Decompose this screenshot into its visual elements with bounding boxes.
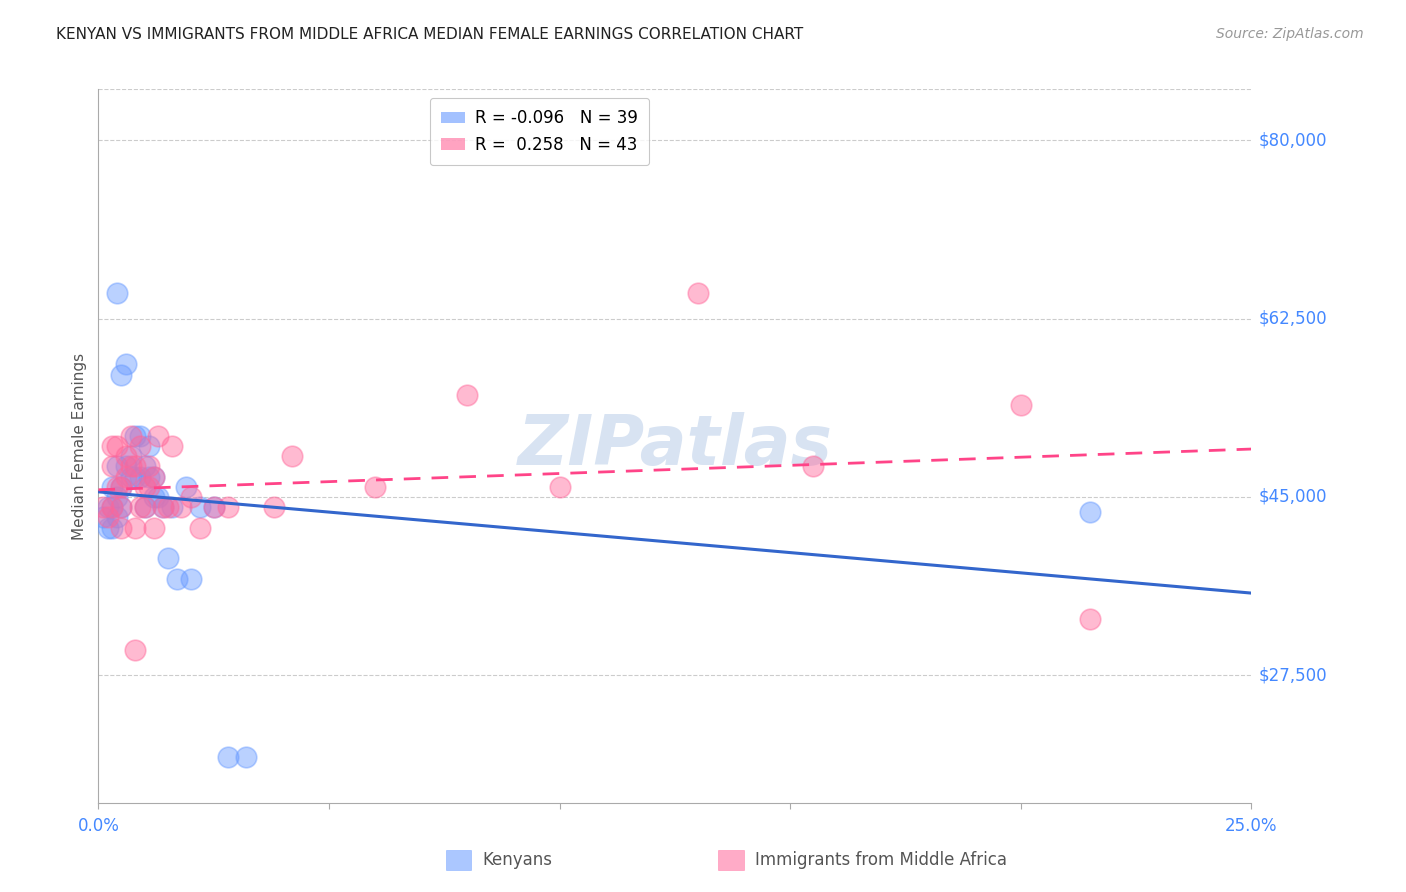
Point xyxy=(156,551,179,566)
Point xyxy=(142,469,165,483)
Point xyxy=(120,429,142,443)
Point xyxy=(281,449,304,463)
Point xyxy=(801,459,824,474)
Point xyxy=(1078,612,1101,626)
Text: $80,000: $80,000 xyxy=(1258,131,1327,149)
Text: $27,500: $27,500 xyxy=(1258,666,1327,684)
Point xyxy=(138,439,160,453)
Y-axis label: Median Female Earnings: Median Female Earnings xyxy=(72,352,87,540)
Text: Kenyans: Kenyans xyxy=(482,851,553,869)
Point xyxy=(91,510,114,524)
Point xyxy=(110,500,132,515)
Point xyxy=(138,480,160,494)
Point xyxy=(115,449,138,463)
Point xyxy=(101,459,124,474)
Point xyxy=(110,480,132,494)
Point xyxy=(120,449,142,463)
Point xyxy=(160,439,183,453)
Point xyxy=(166,572,188,586)
Point xyxy=(134,500,156,515)
Point xyxy=(148,429,170,443)
Point xyxy=(120,469,142,483)
Point xyxy=(142,469,165,483)
Point xyxy=(115,469,138,483)
Point xyxy=(156,500,179,515)
Text: $62,500: $62,500 xyxy=(1258,310,1327,327)
Point xyxy=(148,490,170,504)
Point xyxy=(456,388,478,402)
Point xyxy=(138,459,160,474)
Point xyxy=(160,500,183,515)
Point xyxy=(152,500,174,515)
Text: $45,000: $45,000 xyxy=(1258,488,1327,506)
Point xyxy=(97,500,120,515)
Point xyxy=(174,480,197,494)
Point xyxy=(188,500,211,515)
Point xyxy=(170,500,193,515)
Point xyxy=(134,500,156,515)
Point xyxy=(124,520,146,534)
Point xyxy=(115,459,138,474)
Point xyxy=(134,459,156,474)
Point xyxy=(124,469,146,483)
Point xyxy=(110,520,132,534)
Point xyxy=(105,490,128,504)
Point xyxy=(180,490,202,504)
Point xyxy=(202,500,225,515)
Point xyxy=(152,500,174,515)
Point xyxy=(1078,505,1101,519)
Point xyxy=(115,358,138,372)
Point xyxy=(1010,398,1032,412)
Text: KENYAN VS IMMIGRANTS FROM MIDDLE AFRICA MEDIAN FEMALE EARNINGS CORRELATION CHART: KENYAN VS IMMIGRANTS FROM MIDDLE AFRICA … xyxy=(56,27,803,42)
Point xyxy=(101,480,124,494)
Point xyxy=(364,480,387,494)
Point xyxy=(217,750,239,764)
Point xyxy=(263,500,285,515)
Point xyxy=(101,500,124,515)
Point xyxy=(138,469,160,483)
Point xyxy=(110,480,132,494)
Text: Source: ZipAtlas.com: Source: ZipAtlas.com xyxy=(1216,27,1364,41)
Point xyxy=(180,572,202,586)
Point xyxy=(97,510,120,524)
Point xyxy=(235,750,257,764)
Point xyxy=(91,500,114,515)
Point xyxy=(124,459,146,474)
Point xyxy=(217,500,239,515)
Text: Immigrants from Middle Africa: Immigrants from Middle Africa xyxy=(755,851,1007,869)
Point xyxy=(129,439,152,453)
Point xyxy=(97,520,120,534)
Point xyxy=(142,490,165,504)
Point xyxy=(105,439,128,453)
Point xyxy=(105,459,128,474)
Point xyxy=(134,480,156,494)
Point xyxy=(548,480,571,494)
Text: ZIPatlas: ZIPatlas xyxy=(517,412,832,480)
Point xyxy=(129,429,152,443)
Point xyxy=(105,286,128,301)
Point xyxy=(101,500,124,515)
Point xyxy=(110,500,132,515)
Point xyxy=(120,459,142,474)
Point xyxy=(105,480,128,494)
Point xyxy=(686,286,709,301)
Point xyxy=(105,510,128,524)
Point xyxy=(110,368,132,382)
Point xyxy=(129,469,152,483)
Point xyxy=(142,520,165,534)
Point xyxy=(129,500,152,515)
Point xyxy=(124,643,146,657)
Point xyxy=(101,439,124,453)
Point xyxy=(202,500,225,515)
Point xyxy=(188,520,211,534)
Point xyxy=(101,520,124,534)
Legend: R = -0.096   N = 39, R =  0.258   N = 43: R = -0.096 N = 39, R = 0.258 N = 43 xyxy=(430,97,650,165)
Point xyxy=(124,429,146,443)
